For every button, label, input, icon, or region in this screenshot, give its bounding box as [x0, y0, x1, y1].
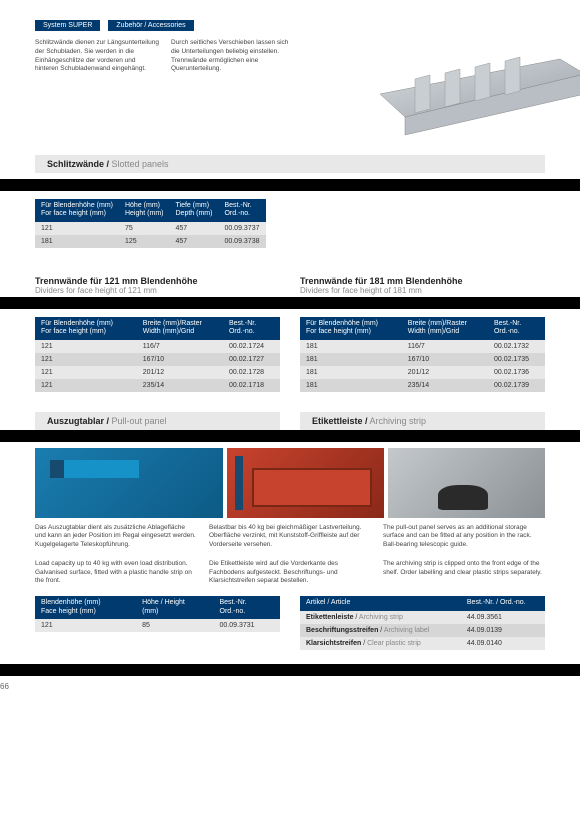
archiving-photo-2: [388, 448, 545, 518]
dividers181-table: Für Blendenhöhe (mm)For face height (mm)…: [300, 317, 545, 392]
table-cell: 181: [35, 235, 119, 248]
table-cell: 75: [119, 222, 170, 235]
divider-bar: [0, 179, 580, 191]
col-header: Breite (mm)/RasterWidth (mm)/Grid: [402, 317, 488, 340]
table-cell: 00.02.1718: [223, 379, 280, 392]
col-header: Best.-Nr.Ord.-no.: [488, 317, 545, 340]
table-cell: Klarsichtstreifen / Clear plastic strip: [300, 637, 461, 650]
col-header: Höhe (mm)Height (mm): [119, 199, 170, 222]
table-cell: 85: [136, 619, 213, 632]
table-cell: 181: [300, 340, 402, 353]
table-cell: 167/10: [402, 353, 488, 366]
dividers121-title: Trennwände für 121 mm Blendenhöhe Divide…: [35, 276, 280, 295]
table-cell: 44.09.3561: [461, 611, 545, 624]
col-header: Artikel / Article: [300, 596, 461, 610]
col-header: Best.-Nr.Ord.-no.: [214, 596, 281, 619]
table-cell: Etikettenleiste / Archiving strip: [300, 611, 461, 624]
divider-bar: [0, 297, 580, 309]
slotted-panel-image: [360, 39, 580, 139]
table-cell: 116/7: [137, 340, 223, 353]
section-slotted-title: Schlitzwände / Slotted panels: [35, 155, 545, 173]
body-col-6: The archiving strip is clipped onto the …: [383, 560, 545, 586]
table-cell: 00.02.1727: [223, 353, 280, 366]
hero-area: Schlitzwände dienen zur Längsunterteilun…: [0, 39, 580, 149]
body-col-5: Die Etikettleiste wird auf die Vorderkan…: [209, 560, 371, 586]
table-cell: Beschriftungsstreifen / Archiving label: [300, 624, 461, 637]
table-cell: 181: [300, 353, 402, 366]
col-header: Tiefe (mm)Depth (mm): [170, 199, 219, 222]
col-header: Breite (mm)/RasterWidth (mm)/Grid: [137, 317, 223, 340]
col-header: Blendenhöhe (mm)Face height (mm): [35, 596, 136, 619]
archiving-photo-1: [227, 448, 384, 518]
table-cell: 181: [300, 379, 402, 392]
table-cell: 44.09.0140: [461, 637, 545, 650]
table-cell: 00.02.1736: [488, 366, 545, 379]
dividers181-title: Trennwände für 181 mm Blendenhöhe Divide…: [300, 276, 545, 295]
table-cell: 00.02.1735: [488, 353, 545, 366]
slotted-table: Für Blendenhöhe (mm)For face height (mm)…: [35, 199, 266, 248]
table-cell: 125: [119, 235, 170, 248]
table-cell: 235/14: [402, 379, 488, 392]
table-cell: 00.09.3737: [218, 222, 265, 235]
body-col-3: The pull-out panel serves as an addition…: [383, 524, 545, 550]
subcategory-bar: Zubehör / Accessories: [108, 20, 193, 31]
col-header: Für Blendenhöhe (mm)For face height (mm): [35, 317, 137, 340]
body-col-4: Load capacity up to 40 kg with even load…: [35, 560, 197, 586]
table-cell: 116/7: [402, 340, 488, 353]
table-cell: 00.09.3738: [218, 235, 265, 248]
col-header: Für Blendenhöhe (mm)For face height (mm): [35, 199, 119, 222]
table-cell: 121: [35, 340, 137, 353]
table-cell: 167/10: [137, 353, 223, 366]
section-pullout-title: Auszugtablar / Pull-out panel: [35, 412, 280, 430]
col-header: Für Blendenhöhe (mm)For face height (mm): [300, 317, 402, 340]
table-cell: 235/14: [137, 379, 223, 392]
table-cell: 00.09.3731: [214, 619, 281, 632]
col-header: Best.-Nr.Ord.-no.: [223, 317, 280, 340]
pullout-table: Blendenhöhe (mm)Face height (mm)Höhe / H…: [35, 596, 280, 632]
table-cell: 201/12: [402, 366, 488, 379]
category-bar: System SUPER: [35, 20, 100, 31]
table-cell: 121: [35, 366, 137, 379]
table-cell: 121: [35, 222, 119, 235]
divider-bar: [0, 664, 580, 676]
dividers121-table: Für Blendenhöhe (mm)For face height (mm)…: [35, 317, 280, 392]
col-header: Höhe / Height(mm): [136, 596, 213, 619]
table-cell: 00.02.1732: [488, 340, 545, 353]
table-cell: 121: [35, 619, 136, 632]
intro-col-2: Durch seitliches Verschieben lassen sich…: [171, 39, 295, 74]
table-cell: 201/12: [137, 366, 223, 379]
col-header: Best.-Nr.Ord.-no.: [218, 199, 265, 222]
body-col-1: Das Auszugtablar dient als zusätzliche A…: [35, 524, 197, 550]
body-col-2: Belastbar bis 40 kg bei gleichmäßiger La…: [209, 524, 371, 550]
col-header: Best.-Nr. / Ord.-no.: [461, 596, 545, 610]
table-cell: 00.02.1724: [223, 340, 280, 353]
table-cell: 44.09.0139: [461, 624, 545, 637]
table-cell: 181: [300, 366, 402, 379]
table-cell: 00.02.1728: [223, 366, 280, 379]
section-archiving-title: Etikettleiste / Archiving strip: [300, 412, 545, 430]
pullout-photo: [35, 448, 223, 518]
intro-col-1: Schlitzwände dienen zur Längsunterteilun…: [35, 39, 159, 74]
table-cell: 457: [170, 235, 219, 248]
table-cell: 00.02.1739: [488, 379, 545, 392]
archiving-table: Artikel / ArticleBest.-Nr. / Ord.-no.Eti…: [300, 596, 545, 649]
table-cell: 121: [35, 353, 137, 366]
table-cell: 121: [35, 379, 137, 392]
page-number: 66: [0, 676, 580, 701]
divider-bar: [0, 430, 580, 442]
table-cell: 457: [170, 222, 219, 235]
